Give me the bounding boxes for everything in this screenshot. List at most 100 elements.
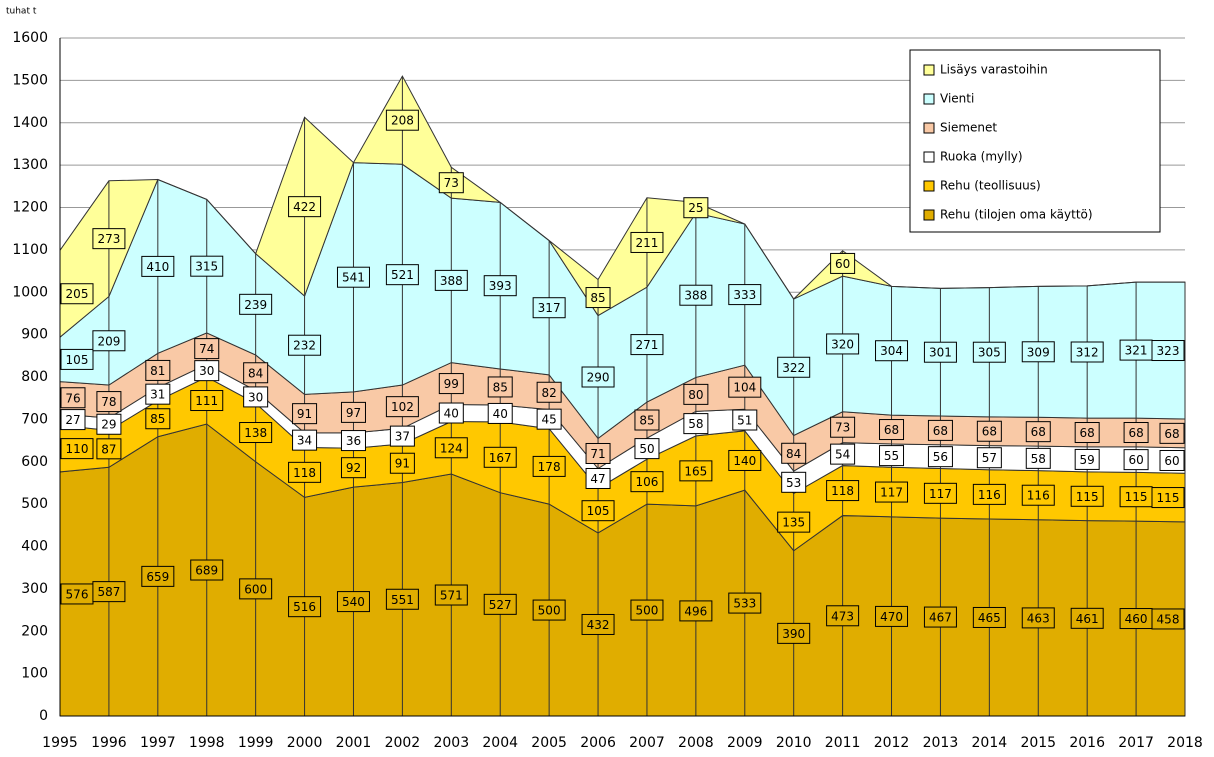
value-label: 106 [636,475,659,489]
value-label: 85 [590,291,605,305]
y-tick-label: 1600 [12,30,48,46]
value-label-box [438,402,464,424]
value-label-box [190,559,224,581]
value-label: 81 [150,364,165,378]
x-tick-label: 2006 [580,735,616,751]
value-label-box [1074,422,1100,444]
value-label: 551 [391,593,414,607]
value-label: 465 [978,611,1001,625]
unit-label: tuhat t [6,7,37,17]
x-tick-label: 2005 [531,735,567,751]
value-label: 232 [293,339,316,353]
value-label-box [483,593,517,615]
value-label: 68 [1031,425,1046,439]
value-label: 432 [587,618,610,632]
value-label-box [434,584,468,606]
value-label: 422 [293,200,316,214]
legend-label: Rehu (teollisuus) [940,179,1041,193]
value-label-box [1021,484,1055,506]
value-label: 73 [835,421,850,435]
value-label: 321 [1125,344,1148,358]
value-label: 500 [636,604,659,618]
value-label: 460 [1125,612,1148,626]
value-label: 388 [440,274,463,288]
value-label: 115 [1157,491,1180,505]
value-label: 571 [440,589,463,603]
value-label-box [830,416,856,438]
value-label: 25 [688,201,703,215]
value-label-box [60,409,86,431]
value-label: 60 [1128,453,1143,467]
value-label: 54 [835,448,850,462]
value-label-box [340,401,366,423]
value-label-box [385,109,419,131]
value-label: 467 [929,611,952,625]
y-tick-label: 100 [21,666,48,682]
value-label: 37 [395,430,410,444]
value-label-box [190,255,224,277]
value-label: 461 [1076,612,1099,626]
value-label-box [141,565,175,587]
legend-label: Ruoka (mylly) [940,150,1023,164]
value-label: 80 [688,388,703,402]
value-label: 116 [978,488,1001,502]
value-label-box [826,333,860,355]
value-label: 315 [195,260,218,274]
value-label: 40 [493,407,508,421]
value-label-box [683,383,709,405]
value-label-box [679,600,713,622]
value-label-box [438,373,464,395]
legend-label: Vienti [940,92,974,106]
value-label: 317 [538,301,561,315]
value-label: 689 [195,564,218,578]
value-label-box [581,613,615,635]
value-label: 58 [1031,452,1046,466]
value-label: 68 [1128,426,1143,440]
value-label: 30 [199,364,214,378]
value-label: 85 [639,414,654,428]
value-label-box [732,409,758,431]
value-label-box [1070,485,1104,507]
value-label-box [1123,449,1149,471]
x-tick-label: 2000 [287,735,323,751]
value-label-box [777,622,811,644]
value-label-box [1021,607,1055,629]
legend-swatch [923,122,935,134]
legend-label: Lisäys varastoihin [940,63,1048,77]
value-label: 118 [293,466,316,480]
value-label: 500 [538,604,561,618]
value-label-box [1151,608,1185,630]
value-label-box [875,605,909,627]
value-label: 60 [835,257,850,271]
value-label-box [92,228,126,250]
value-label: 323 [1157,344,1180,358]
value-label-box [92,581,126,603]
value-label-box [728,592,762,614]
value-label-box [190,390,224,412]
x-tick-label: 2001 [336,735,372,751]
value-label-box [683,413,709,435]
value-label-box [728,449,762,471]
value-label-box [141,255,175,277]
value-label: 57 [982,451,997,465]
value-label: 85 [493,380,508,394]
value-label: 78 [101,395,116,409]
value-label-box [92,330,126,352]
value-label: 521 [391,268,414,282]
value-label-box [927,419,953,441]
value-label-box [239,422,273,444]
value-label-box [972,606,1006,628]
value-label-box [781,442,807,464]
value-label: 85 [150,412,165,426]
value-label-box [875,481,909,503]
y-tick-label: 1200 [12,200,48,216]
value-label: 68 [982,425,997,439]
value-label: 138 [244,426,267,440]
value-label-box [728,376,762,398]
value-label: 659 [146,570,169,584]
value-label: 118 [831,484,854,498]
value-label: 540 [342,595,365,609]
value-label: 273 [97,232,120,246]
legend-swatch [923,180,935,192]
value-label-box [826,605,860,627]
